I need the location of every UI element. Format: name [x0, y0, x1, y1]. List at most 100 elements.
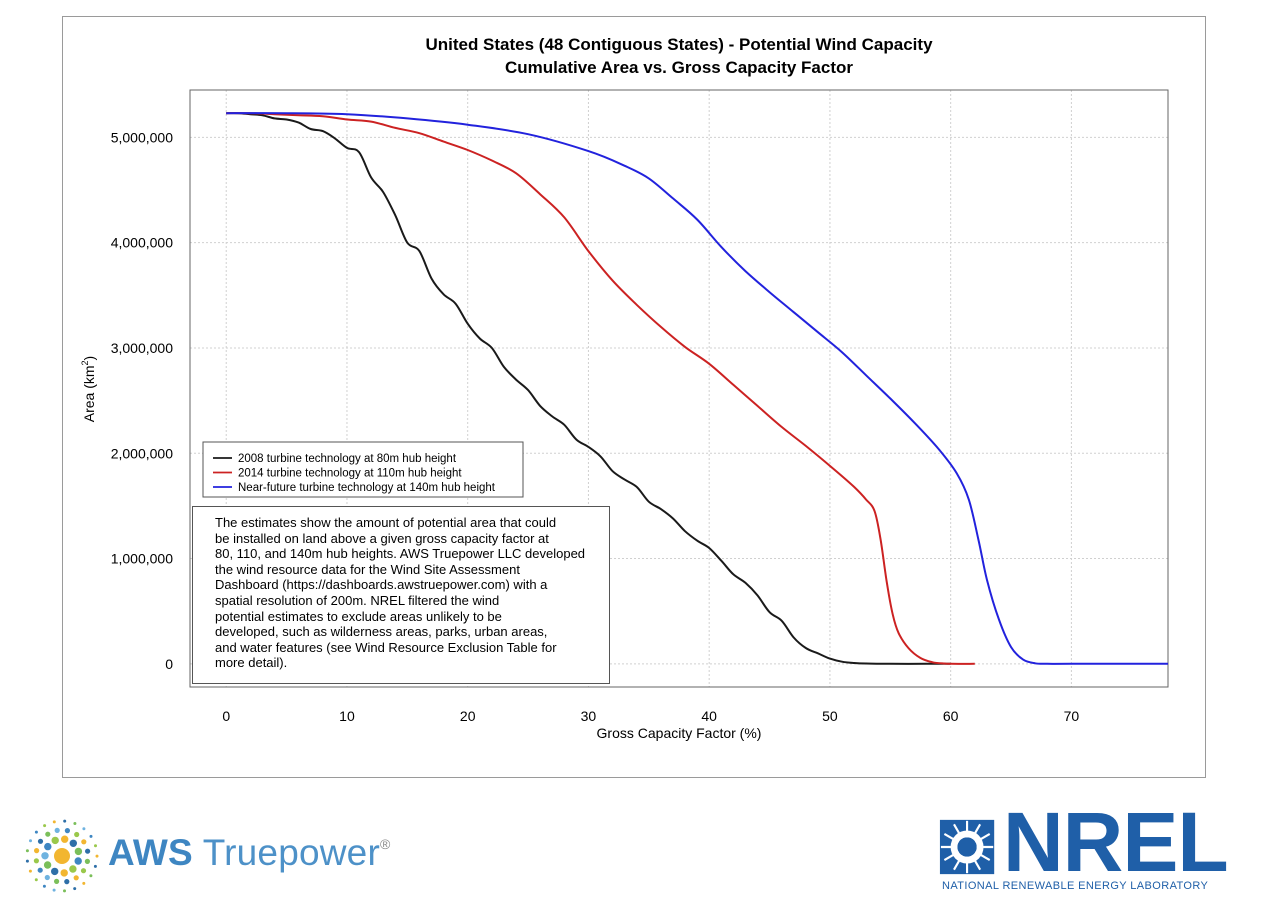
aws-dot: [84, 858, 90, 864]
aws-dot: [34, 878, 38, 882]
x-tick-label: 10: [339, 708, 355, 724]
nrel-mark: [970, 823, 982, 840]
note-line: The estimates show the amount of potenti…: [215, 515, 557, 530]
chart-title: United States (48 Contiguous States) - P…: [425, 35, 933, 54]
legend: 2008 turbine technology at 80m hub heigh…: [202, 441, 524, 498]
note-line: the wind resource data for the Wind Site…: [215, 561, 520, 577]
nrel-mark: [957, 837, 977, 857]
aws-dot: [28, 869, 32, 873]
aws-dot: [52, 820, 56, 824]
aws-dot: [93, 864, 97, 868]
nrel-mark: [943, 850, 960, 862]
aws-dot: [44, 842, 52, 851]
aws-dot: [82, 827, 86, 831]
aws-dot: [43, 861, 52, 869]
x-tick-label: 30: [581, 708, 597, 724]
aws-dot: [64, 879, 70, 885]
aws-dot: [25, 859, 29, 863]
aws-dot: [81, 839, 87, 845]
aws-dot: [73, 875, 79, 881]
legend-label-2: 2014 turbine technology at 110m hub heig…: [238, 468, 462, 480]
aws-dot: [60, 869, 68, 877]
aws-dot: [61, 835, 69, 843]
note-line: more detail).: [215, 655, 288, 671]
nrel-logo: NREL: [1003, 795, 1229, 889]
series-group: [226, 112, 1168, 665]
aws-dot: [54, 848, 70, 864]
nrel-subtitle: NATIONAL RENEWABLE ENERGY LABORATORY: [942, 880, 1209, 892]
aws-dot: [51, 836, 59, 845]
aws-dot: [37, 838, 44, 844]
x-tick-label: 0: [222, 708, 230, 724]
aws-dot: [41, 852, 49, 860]
chart-subtitle: Cumulative Area vs. Gross Capacity Facto…: [505, 58, 853, 77]
x-axis: 0 10 20 30 40 50 60 70: [222, 708, 1079, 724]
nrel-logo-icon: [939, 819, 995, 875]
aws-dot: [64, 828, 70, 834]
x-tick-label: 40: [701, 708, 717, 724]
aws-dot: [25, 849, 29, 853]
aws-truepower-logo-icon: [25, 819, 99, 893]
y-tick-label: 2,000,000: [111, 445, 173, 461]
note-line: spatial resolution of 200m. NREL filtere…: [215, 592, 500, 608]
nrel-mark: [943, 832, 960, 844]
note-line: be installed on land above a given gross…: [215, 530, 549, 546]
x-tick-label: 20: [460, 708, 476, 724]
aws-dot: [82, 881, 86, 885]
aws-dot: [95, 854, 99, 858]
y-tick-label: 5,000,000: [111, 129, 173, 145]
legend-label-3: Near-future turbine technology at 140m h…: [238, 482, 496, 494]
aws-dot: [74, 857, 82, 865]
y-tick-label: 4,000,000: [111, 235, 173, 251]
note-box: The estimates show the amount of potenti…: [192, 506, 610, 684]
aws-dot: [37, 867, 43, 873]
y-tick-label: 1,000,000: [111, 551, 173, 567]
aws-dot: [44, 874, 50, 881]
aws-dot: [43, 824, 47, 828]
note-line: and water features (see Wind Resource Ex…: [215, 639, 557, 655]
aws-truepower-logo: AWS Truepower®: [108, 832, 391, 873]
aws-dot: [52, 888, 56, 892]
aws-dot: [42, 884, 46, 888]
x-axis-label: Gross Capacity Factor (%): [597, 725, 762, 741]
aws-dot: [54, 827, 60, 833]
y-tick-label: 3,000,000: [111, 340, 173, 356]
nrel-mark: [974, 832, 991, 844]
aws-dot: [80, 868, 87, 874]
aws-dot: [94, 844, 97, 848]
aws-dot: [85, 848, 91, 854]
series-line-3: [226, 112, 1168, 665]
aws-dot: [69, 865, 77, 873]
series-line-1: [226, 112, 951, 665]
legend-label-1: 2008 turbine technology at 80m hub heigh…: [238, 453, 457, 465]
aws-dot: [51, 867, 59, 876]
nrel-mark: [953, 823, 964, 840]
chart: United States (48 Contiguous States) - P…: [80, 35, 1169, 741]
aws-dot: [63, 819, 67, 823]
aws-dot: [73, 822, 77, 825]
aws-dot: [89, 874, 93, 878]
note-line: Dashboard (https://dashboards.awstruepow…: [215, 577, 548, 593]
aws-dot: [69, 839, 77, 847]
y-axis-label: Area (km2): [80, 356, 97, 422]
note-line: potential estimates to exclude areas unl…: [215, 608, 502, 624]
series-line-2: [226, 112, 975, 665]
aws-dot: [34, 830, 38, 834]
plot-area: [189, 89, 1169, 688]
nrel-mark: [974, 850, 991, 862]
nrel-mark: [953, 854, 964, 871]
aws-dot: [33, 858, 39, 864]
note-line: developed, such as wilderness areas, par…: [215, 624, 548, 640]
legend-box: [202, 441, 524, 498]
aws-dot: [89, 834, 93, 838]
x-tick-label: 70: [1064, 708, 1080, 724]
aws-dot: [29, 839, 32, 843]
aws-dot: [34, 848, 40, 854]
x-tick-label: 60: [943, 708, 959, 724]
aws-dot: [54, 878, 60, 884]
aws-dot: [63, 889, 66, 893]
aws-dot: [45, 831, 51, 837]
aws-dot: [74, 847, 83, 856]
y-tick-label: 0: [165, 656, 173, 672]
nrel-mark: [970, 854, 982, 871]
